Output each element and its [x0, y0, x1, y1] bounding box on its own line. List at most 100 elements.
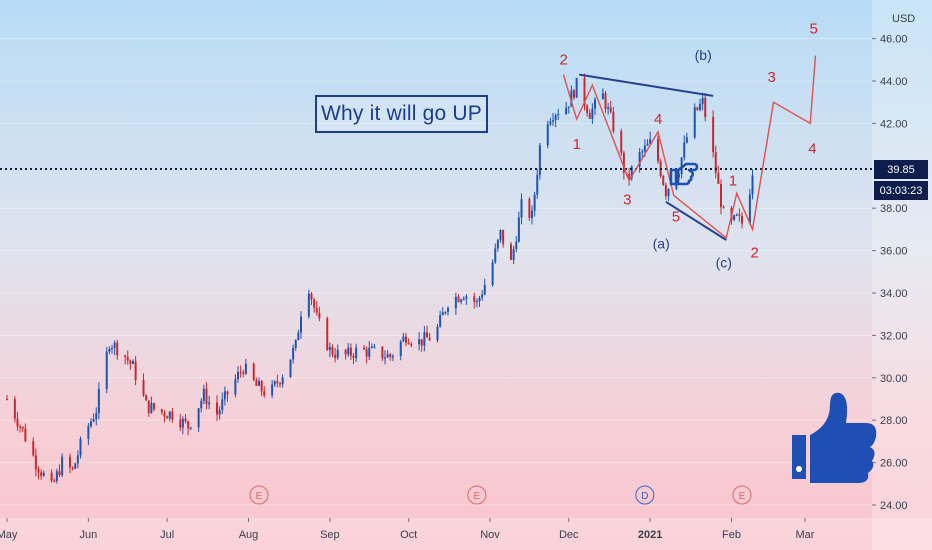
candle-body [441, 312, 444, 316]
candle-body [69, 456, 71, 468]
candle [334, 348, 337, 363]
candle-body [90, 421, 92, 427]
price-tick-label: 42.00 [880, 118, 908, 130]
candle [478, 295, 481, 307]
candle [402, 332, 405, 343]
candle [163, 410, 166, 423]
candle [575, 77, 578, 98]
candle-body [153, 402, 155, 410]
candle [263, 385, 266, 398]
candle-body [307, 293, 310, 317]
time-tick-label: Oct [400, 529, 417, 541]
candle [423, 326, 426, 352]
candle [735, 213, 738, 217]
candle [166, 415, 169, 419]
candle [704, 93, 707, 122]
candle [255, 377, 258, 387]
wave-label: 1 [573, 136, 581, 153]
countdown-tag: 03:03:23 [874, 181, 928, 200]
candle [79, 436, 82, 459]
candle [693, 103, 696, 140]
candle-body [239, 371, 242, 374]
candle [583, 73, 586, 111]
candle-body [271, 384, 274, 396]
event-marker: E [467, 485, 487, 505]
candle-body [594, 99, 596, 109]
event-label: E [256, 491, 263, 502]
candle-body [373, 346, 376, 348]
candle [683, 135, 686, 161]
time-tick-label: Jun [80, 529, 98, 541]
candle-body [748, 194, 751, 224]
event-label: D [641, 491, 648, 502]
candle-body [160, 409, 163, 413]
candle-body [473, 296, 476, 303]
candle-body [696, 107, 699, 110]
candle-body [234, 379, 237, 395]
price-tick-label: 34.00 [880, 288, 908, 300]
candle-body [71, 467, 74, 469]
candle-body [132, 361, 134, 364]
candle-body [50, 472, 53, 481]
candle-body [76, 455, 79, 464]
time-tick-label: Nov [480, 529, 500, 541]
candle [87, 422, 90, 446]
candle-body [326, 318, 329, 351]
candle [552, 112, 554, 127]
candle [21, 426, 24, 433]
candle [386, 350, 389, 358]
price-tick-label: 44.00 [880, 76, 908, 88]
candle [13, 395, 16, 423]
candle-body [502, 229, 505, 245]
candle [499, 229, 502, 243]
candle [315, 300, 318, 316]
candle-body [405, 336, 407, 343]
candle [273, 380, 276, 388]
candle-body [37, 469, 40, 473]
candle-body [620, 131, 623, 153]
last-price-value: 39.85 [887, 163, 915, 176]
candle-body [630, 166, 633, 179]
candle-body [6, 399, 8, 401]
candle [237, 366, 239, 383]
abc-wave-label: (c) [716, 255, 732, 271]
candle-body [181, 418, 184, 428]
candle [197, 408, 200, 432]
candle [223, 386, 226, 406]
candle-body [276, 381, 279, 384]
price-tick-label: 26.00 [880, 458, 908, 470]
candle-body [604, 93, 607, 109]
candle [53, 478, 56, 483]
candle [567, 106, 570, 114]
candle [76, 450, 79, 469]
candle [181, 416, 184, 435]
candle-body [97, 389, 100, 414]
candle-body [32, 441, 35, 456]
candle [289, 359, 292, 378]
candle [187, 420, 190, 436]
candle [116, 339, 119, 360]
thumbs-up-icon [792, 392, 877, 483]
wave-label: 2 [751, 244, 759, 261]
trendline [579, 73, 714, 97]
candle-body [129, 360, 132, 364]
candle-body [528, 199, 531, 219]
event-marker: E [249, 485, 269, 505]
candle [381, 346, 384, 361]
time-tick-label: Sep [320, 529, 340, 541]
candle-body [685, 137, 688, 143]
candle-body [447, 308, 449, 313]
price-tick-label: 38.00 [880, 203, 908, 215]
candle-body [557, 114, 560, 116]
candle [32, 437, 35, 457]
event-circle [249, 485, 269, 505]
candle-body [384, 357, 386, 359]
candle-body [512, 249, 515, 260]
time-tick-label: 2021 [638, 529, 662, 541]
candle [510, 241, 512, 261]
candle [594, 97, 596, 116]
candle-body [457, 296, 460, 302]
candle-body [683, 142, 686, 158]
